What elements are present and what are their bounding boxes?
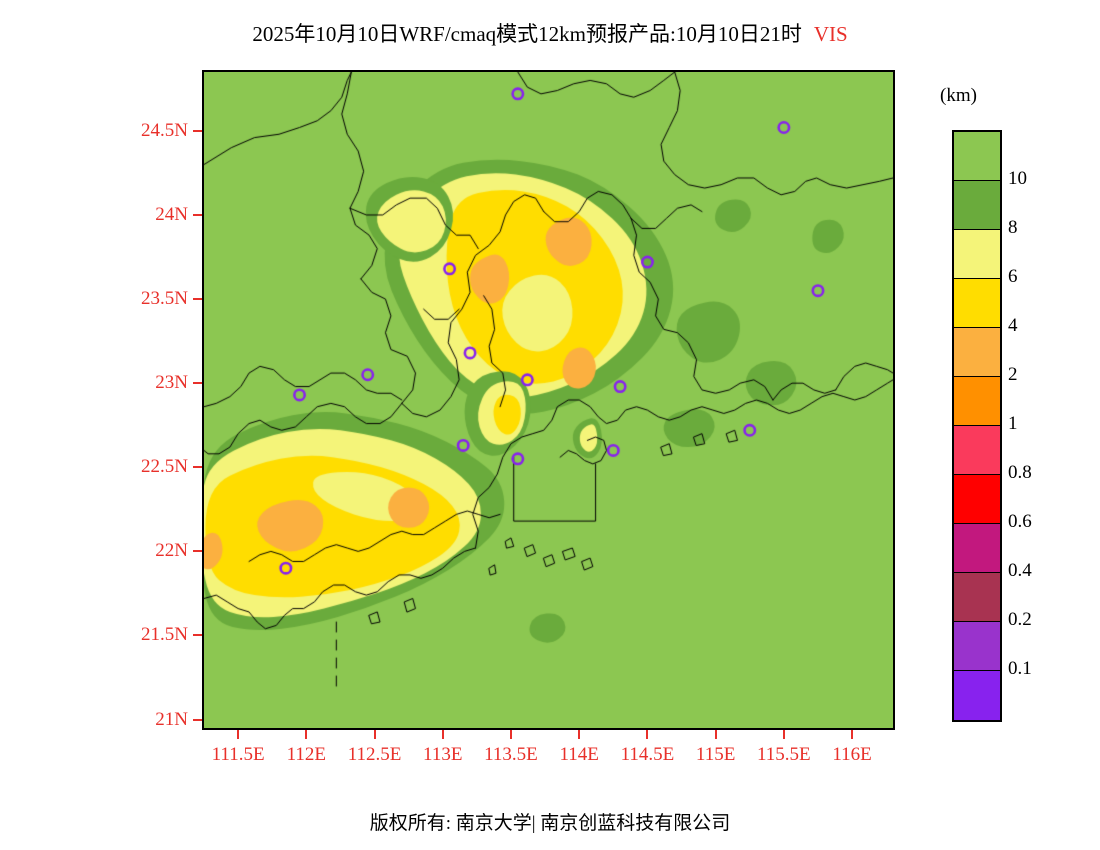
x-axis-label: 114.5E bbox=[620, 744, 675, 765]
y-axis-label: 24N bbox=[155, 203, 188, 225]
visibility-contour-map bbox=[204, 72, 893, 728]
y-axis-label: 22N bbox=[155, 540, 188, 562]
x-axis-tick bbox=[714, 730, 717, 739]
colorbar-band[interactable] bbox=[954, 426, 1000, 475]
y-axis-label: 23.5N bbox=[141, 288, 188, 310]
colorbar-tick-label: 2 bbox=[1008, 364, 1018, 385]
x-axis-label: 111.5E bbox=[211, 744, 265, 765]
y-axis-label: 21N bbox=[155, 708, 188, 730]
colorbar-tick-label: 0.6 bbox=[1008, 511, 1032, 532]
colorbar-tick-label: 0.2 bbox=[1008, 609, 1032, 630]
x-axis-label: 114E bbox=[559, 744, 599, 765]
colorbar-band[interactable] bbox=[954, 181, 1000, 230]
y-axis-tick bbox=[193, 634, 202, 637]
y-axis-tick bbox=[193, 213, 202, 216]
colorbar-tick-label: 6 bbox=[1008, 266, 1018, 287]
x-axis-tick bbox=[509, 730, 512, 739]
colorbar-tick-label: 4 bbox=[1008, 315, 1018, 336]
y-axis-label: 21.5N bbox=[141, 624, 188, 646]
colorbar-band[interactable] bbox=[954, 475, 1000, 524]
title-variable-text: VIS bbox=[813, 22, 848, 46]
colorbar-band[interactable] bbox=[954, 524, 1000, 573]
x-axis-label: 115.5E bbox=[757, 744, 811, 765]
colorbar-tick-label: 0.1 bbox=[1008, 658, 1032, 679]
x-axis-tick bbox=[237, 730, 240, 739]
y-axis-tick bbox=[193, 550, 202, 553]
title-main-text: 2025年10月10日WRF/cmaq模式12km预报产品:10月10日21时 bbox=[252, 22, 802, 46]
colorbar-band[interactable] bbox=[954, 573, 1000, 622]
chart-title: 2025年10月10日WRF/cmaq模式12km预报产品:10月10日21时 V… bbox=[0, 18, 1100, 48]
colorbar-band[interactable] bbox=[954, 671, 1000, 720]
x-axis-tick bbox=[305, 730, 308, 739]
colorbar-tick-label: 1 bbox=[1008, 413, 1018, 434]
x-axis-label: 113.5E bbox=[484, 744, 538, 765]
x-axis-label: 112.5E bbox=[347, 744, 402, 765]
y-axis-tick bbox=[193, 466, 202, 469]
colorbar-band[interactable] bbox=[954, 377, 1000, 426]
x-axis-tick bbox=[578, 730, 581, 739]
colorbar-band[interactable] bbox=[954, 622, 1000, 671]
y-axis-tick bbox=[193, 129, 202, 132]
y-axis-tick bbox=[193, 382, 202, 385]
colorbar-band[interactable] bbox=[954, 132, 1000, 181]
x-axis-label: 113E bbox=[423, 744, 463, 765]
x-axis-label: 112E bbox=[286, 744, 327, 765]
y-axis-tick bbox=[193, 298, 202, 301]
x-axis-tick bbox=[851, 730, 854, 739]
copyright-footer: 版权所有: 南京大学| 南京创蓝科技有限公司 bbox=[369, 813, 731, 834]
colorbar[interactable] bbox=[952, 130, 1002, 722]
x-axis-label: 116E bbox=[832, 744, 872, 765]
colorbar-band[interactable] bbox=[954, 328, 1000, 377]
y-axis-tick bbox=[193, 718, 202, 721]
x-axis-tick bbox=[373, 730, 376, 739]
y-axis-label: 22.5N bbox=[141, 456, 188, 478]
x-axis-tick bbox=[646, 730, 649, 739]
x-axis-tick bbox=[782, 730, 785, 739]
map-plot-frame bbox=[202, 70, 895, 730]
colorbar-band[interactable] bbox=[954, 279, 1000, 328]
x-axis-tick bbox=[441, 730, 444, 739]
x-axis-label: 115E bbox=[695, 744, 736, 765]
colorbar-tick-label: 8 bbox=[1008, 217, 1018, 238]
colorbar-unit-label: (km) bbox=[940, 85, 977, 106]
colorbar-band[interactable] bbox=[954, 230, 1000, 279]
y-axis-label: 23N bbox=[155, 372, 188, 394]
y-axis-label: 24.5N bbox=[141, 119, 188, 141]
colorbar-tick-label: 0.8 bbox=[1008, 462, 1032, 483]
colorbar-tick-label: 10 bbox=[1008, 168, 1027, 189]
colorbar-tick-label: 0.4 bbox=[1008, 560, 1032, 581]
